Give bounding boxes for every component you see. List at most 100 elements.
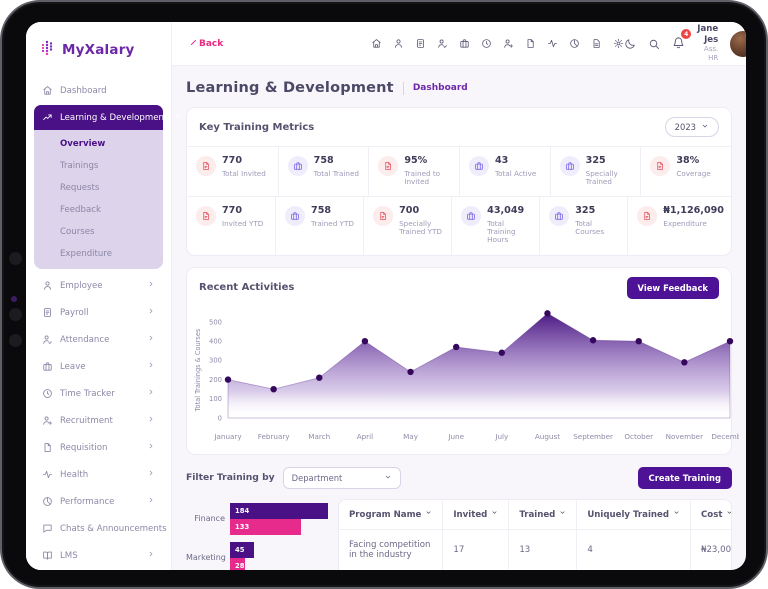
metric-label: Total Active [494, 168, 537, 178]
topbar-activity-button[interactable] [547, 38, 558, 49]
metric-label: Trained YTD [311, 218, 354, 228]
receipt-icon [650, 156, 671, 176]
column-header-invited[interactable]: Invited [442, 499, 509, 530]
metric-label: Expenditure [663, 218, 707, 228]
chevron-down-icon [701, 122, 709, 132]
sidebar-subitem-trainings[interactable]: Trainings [60, 161, 99, 171]
user-plus-icon [504, 39, 514, 48]
department-filter-dropdown[interactable]: Department [282, 466, 401, 489]
sidebar-item-recruitment[interactable]: Recruitment [34, 408, 163, 433]
table-cell: 4 [576, 529, 691, 570]
metric-trained-to-invited: 95% Trained to Invited [368, 147, 459, 197]
area-chart-svg: 500 400 300 200 100 0 January February March Apri… [194, 309, 746, 441]
department-bar-chart: Finance184133Marketing4528Sales184 [186, 499, 328, 570]
sidebar-subitem-requests[interactable]: Requests [60, 183, 100, 193]
chevron-right-icon [149, 470, 153, 476]
activities-card-title: Recent Activities [199, 282, 295, 293]
year-filter-dropdown[interactable]: 2023 [664, 117, 719, 137]
topbar: Back 4 Jane Jes Ass. HR [172, 22, 746, 66]
briefcase-icon [285, 206, 306, 227]
main-area: Back 4 Jane Jes Ass. HR [172, 22, 746, 570]
svg-text:January: January [213, 432, 242, 441]
sidebar-subitem-expenditure[interactable]: Expenditure [60, 249, 112, 259]
sidebar-item-lms[interactable]: LMS [34, 543, 163, 568]
search-button[interactable] [648, 38, 660, 50]
bar-value-label: 45 [235, 545, 245, 554]
sidebar-item-label: Dashboard [60, 85, 107, 96]
sidebar-item-leave[interactable]: Leave [34, 354, 163, 379]
sidebar-item-employee[interactable]: Employee [34, 273, 163, 298]
sidebar-item-learning-development[interactable]: Learning & Development [34, 105, 181, 130]
sidebar-item-attendance[interactable]: Attendance [34, 327, 163, 352]
topbar-user-button[interactable] [393, 38, 404, 49]
sidebar-item-dashboard[interactable]: Dashboard [34, 78, 163, 103]
metric-label: Invited YTD [222, 218, 264, 228]
topbar-file-text-button[interactable] [591, 38, 602, 49]
table-row[interactable]: Facing competition in the industry 17 13 4 ₦… [339, 529, 731, 570]
topbar-clock-button[interactable] [481, 38, 492, 49]
metric-value: 770 [222, 205, 243, 217]
topbar-briefcase-button[interactable] [459, 38, 470, 49]
topbar-user-check-button[interactable] [437, 38, 448, 49]
briefcase-icon [559, 156, 580, 176]
sidebar-item-time-tracker[interactable]: Time Tracker [34, 381, 163, 406]
topbar-right: 4 Jane Jes Ass. HR [624, 24, 746, 63]
receipt-icon [196, 206, 216, 227]
column-header-uniquely-trained[interactable]: Uniquely Trained [576, 499, 691, 530]
chevron-up-icon [176, 114, 181, 118]
camera-dot [9, 334, 22, 347]
topbar-gear-button[interactable] [613, 38, 624, 49]
back-button[interactable]: Back [188, 38, 223, 50]
sidebar-subitem-feedback[interactable]: Feedback [60, 205, 101, 215]
logo-icon [40, 38, 57, 62]
topbar-quick-nav [371, 38, 624, 49]
avatar[interactable] [730, 30, 746, 57]
svg-text:September: September [573, 432, 613, 441]
chevron-right-icon [149, 362, 153, 368]
metric-label: Specially Trained YTD [399, 218, 442, 236]
topbar-pie-chart-button[interactable] [569, 38, 580, 49]
column-header-trained[interactable]: Trained [508, 499, 577, 530]
chevron-down-icon [426, 510, 431, 514]
metric-value: 38% [676, 155, 700, 166]
table-cell: 13 [508, 529, 577, 570]
topbar-home-button[interactable] [371, 38, 382, 49]
svg-text:Total Trainings & Courses: Total Trainings & Courses [194, 328, 202, 412]
svg-text:March: March [308, 432, 330, 441]
sidebar-item-label: Performance [60, 496, 115, 507]
sidebar-item-health[interactable]: Health [34, 462, 163, 487]
program-name-cell: Facing competition in the industry [339, 529, 443, 570]
sidebar-item-label: Leave [60, 361, 86, 372]
doc-cash-icon [417, 39, 425, 48]
app-logo[interactable]: MyXalary [26, 22, 171, 76]
create-training-button[interactable]: Create Training [637, 466, 732, 489]
sidebar-item-label: LMS [60, 550, 78, 561]
sidebar-item-performance[interactable]: Performance [34, 489, 163, 514]
notification-count-badge: 4 [681, 29, 692, 39]
sidebar-subitem-courses[interactable]: Courses [60, 227, 95, 237]
user-icon [395, 39, 403, 48]
key-training-metrics-card: Key Training Metrics 2023 770 Total Invit… [186, 107, 732, 256]
metric-total-active: 43 Total Active [458, 147, 550, 197]
sidebar-item-payroll[interactable]: Payroll [34, 300, 163, 325]
user-name: Jane Jes [697, 24, 719, 45]
notifications-button[interactable]: 4 [672, 29, 692, 53]
dark-mode-toggle[interactable] [624, 38, 636, 50]
chevron-right-icon [149, 389, 153, 395]
metric-label: Coverage [676, 168, 711, 178]
topbar-file-button[interactable] [525, 38, 536, 49]
column-header-program-name[interactable]: Program Name [339, 499, 443, 530]
breadcrumb[interactable]: Dashboard [412, 83, 468, 93]
column-header-cost[interactable]: Cost [689, 499, 731, 530]
sidebar-item-requisition[interactable]: Requisition [34, 435, 163, 460]
sidebar-item-chats-announcements[interactable]: Chats & Announcements [34, 516, 167, 541]
briefcase-icon [555, 212, 564, 220]
sidebar-item-label: Chats & Announcements [60, 523, 167, 534]
sidebar-subitem-overview[interactable]: Overview [60, 139, 106, 149]
view-feedback-button[interactable]: View Feedback [626, 276, 719, 299]
metric-label: Trained to Invited [404, 168, 441, 186]
topbar-doc-cash-button[interactable] [415, 38, 426, 49]
topbar-user-plus-button[interactable] [503, 38, 514, 49]
sidebar-submenu: Overview Trainings Requests Feedback Courses… [34, 130, 163, 269]
page-header: Learning & Development Dashboard [186, 80, 732, 96]
